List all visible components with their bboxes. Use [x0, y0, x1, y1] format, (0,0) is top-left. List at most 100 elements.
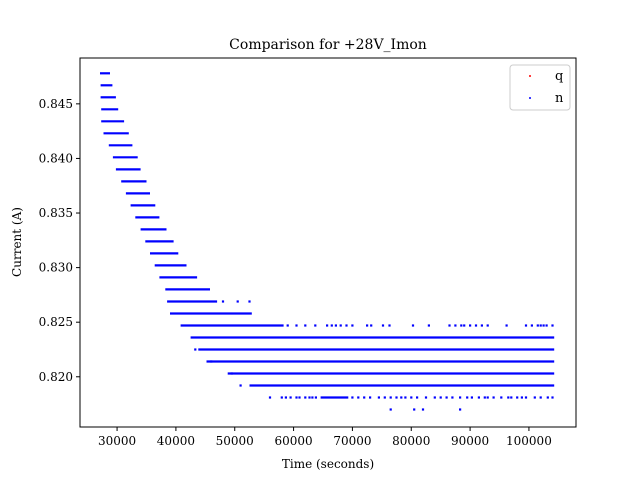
data-point-6-2: [284, 396, 287, 399]
data-point-1-17: [454, 324, 457, 327]
chart-title: Comparison for +28V_Imon: [229, 37, 427, 53]
axes-frame: [79, 57, 577, 428]
data-point-6-22: [424, 396, 428, 399]
data-point-0-1: [236, 300, 239, 303]
data-point-1-27: [536, 324, 539, 327]
data-point-1-23: [486, 324, 489, 327]
data-point-1-26: [530, 324, 533, 327]
data-point-1-6: [334, 324, 337, 327]
data-point-6-10: [351, 396, 354, 399]
data-point-6-21: [416, 396, 419, 399]
data-point-1-3: [314, 324, 317, 327]
data-point-1-4: [326, 324, 329, 327]
data-point-1-15: [427, 324, 430, 327]
data-point-6-41: [539, 396, 542, 399]
data-point-6-24: [439, 396, 442, 399]
data-point-6-29: [470, 396, 473, 399]
data-point-6-42: [546, 396, 549, 399]
data-point-1-2: [304, 324, 307, 327]
data-point-1-13: [388, 324, 391, 327]
data-point-4-0: [230, 372, 233, 375]
data-point-5-0: [239, 384, 242, 387]
data-point-7-3: [459, 408, 462, 411]
data-point-6-43: [551, 396, 554, 399]
data-point-6-0: [268, 396, 272, 399]
legend-label-n: n: [555, 91, 564, 106]
data-point-0-0: [221, 300, 225, 303]
data-point-6-31: [483, 396, 486, 399]
data-point-7-2: [421, 408, 425, 411]
data-point-6-32: [486, 396, 489, 399]
data-point-1-1: [295, 324, 298, 327]
data-point-1-10: [366, 324, 369, 327]
data-point-1-22: [480, 324, 483, 327]
legend-marker-q: [529, 75, 531, 77]
data-point-1-19: [463, 324, 466, 327]
x-tick-label-3: 60000: [274, 434, 312, 448]
data-point-6-30: [477, 396, 480, 399]
data-point-1-11: [370, 324, 373, 327]
data-point-0-2: [248, 300, 251, 303]
data-point-6-9: [314, 396, 317, 399]
y-tick-label-3: 0.835: [39, 206, 73, 220]
data-point-6-12: [363, 396, 366, 399]
data-point-6-38: [520, 396, 523, 399]
data-point-6-20: [410, 396, 413, 399]
data-point-7-1: [413, 408, 416, 411]
data-point-6-40: [533, 396, 536, 399]
data-point-6-37: [516, 396, 519, 399]
data-point-1-24: [505, 324, 508, 327]
data-point-6-17: [395, 396, 398, 399]
data-point-6-6: [304, 396, 307, 399]
y-axis-label: Current (A): [10, 207, 24, 277]
data-point-6-23: [433, 396, 436, 399]
axis-ticks: 30000 40000 50000 60000 70000 80000 90000 10000…: [39, 97, 552, 448]
x-tick-label-5: 80000: [392, 434, 430, 448]
data-point-1-7: [339, 324, 342, 327]
data-point-6-28: [466, 396, 469, 399]
data-point-1-20: [469, 324, 472, 327]
x-axis-label: Time (seconds): [282, 457, 374, 471]
data-point-6-25: [445, 396, 448, 399]
x-tick-label-7: 100000: [506, 434, 552, 448]
legend-box: [509, 64, 571, 111]
data-point-1-29: [542, 324, 545, 327]
data-point-6-13: [369, 396, 372, 399]
data-point-6-39: [524, 396, 528, 399]
y-tick-label-4: 0.840: [39, 151, 73, 165]
data-point-1-8: [345, 324, 348, 327]
x-tick-label-0: 30000: [98, 434, 136, 448]
data-point-6-1: [280, 396, 283, 399]
data-point-6-26: [451, 396, 454, 399]
data-point-3-0: [210, 360, 213, 363]
data-point-6-35: [507, 396, 510, 399]
data-point-6-7: [308, 396, 311, 399]
data-point-6-3: [289, 396, 292, 399]
data-point-2-0: [194, 348, 197, 351]
legend-marker-n: [529, 97, 531, 99]
data-point-1-18: [460, 324, 463, 327]
data-point-7-0: [389, 408, 392, 411]
legend: q n: [509, 64, 571, 111]
data-point-6-33: [492, 396, 495, 399]
x-tick-label-6: 90000: [451, 434, 489, 448]
data-point-6-16: [389, 396, 392, 399]
data-point-1-31: [551, 324, 554, 327]
data-point-6-11: [357, 396, 360, 399]
y-tick-label-0: 0.820: [39, 370, 73, 384]
data-point-1-25: [524, 324, 528, 327]
data-point-6-15: [383, 396, 386, 399]
x-tick-label-2: 50000: [216, 434, 254, 448]
data-point-1-0: [286, 324, 289, 327]
data-point-1-14: [411, 324, 415, 327]
data-point-1-5: [330, 324, 333, 327]
y-tick-label-5: 0.845: [39, 97, 73, 111]
x-tick-label-1: 40000: [157, 434, 195, 448]
data-point-6-34: [500, 396, 503, 399]
data-point-1-12: [381, 324, 385, 327]
data-point-1-16: [448, 324, 451, 327]
data-point-6-27: [459, 396, 462, 399]
data-point-6-18: [400, 396, 403, 399]
data-point-1-21: [474, 324, 478, 327]
